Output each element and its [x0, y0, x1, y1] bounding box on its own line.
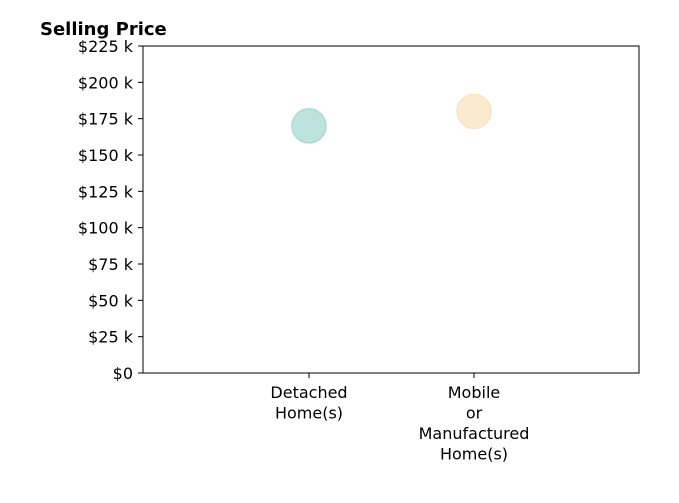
plot-area-frame	[142, 45, 640, 374]
y-tick-label: $0	[113, 364, 133, 383]
x-axis: Detached Home(s) Mobile or Manufactured Home(…	[270, 373, 529, 464]
y-tick-label: $200 k	[78, 73, 134, 92]
x-tick-label-line: or	[466, 404, 483, 423]
x-tick-label-line: Home(s)	[440, 445, 508, 464]
chart-title: Selling Price	[40, 19, 167, 40]
x-tick-label-line: Mobile	[448, 383, 500, 402]
x-tick-label: Mobile or Manufactured Home(s)	[419, 383, 530, 464]
y-tick-label: $75 k	[88, 255, 134, 274]
y-tick-label: $50 k	[88, 291, 134, 310]
data-point	[456, 93, 492, 130]
y-tick-label: $125 k	[78, 182, 134, 201]
y-tick-label: $150 k	[78, 146, 134, 165]
y-tick-label: $225 k	[78, 37, 134, 56]
x-tick-label-line: Manufactured	[419, 424, 530, 443]
y-tick-label: $25 k	[88, 328, 134, 347]
y-tick-label: $100 k	[78, 219, 134, 238]
y-axis: $0 $25 k $50 k $75 k $100 k $125 k $150 k $175 …	[78, 37, 143, 383]
x-tick-label: Detached Home(s)	[270, 383, 347, 423]
data-points	[291, 93, 492, 144]
data-point	[291, 108, 327, 144]
y-tick-label: $175 k	[78, 110, 134, 129]
x-tick-label-line: Detached	[270, 383, 347, 402]
x-tick-label-line: Home(s)	[275, 404, 343, 423]
